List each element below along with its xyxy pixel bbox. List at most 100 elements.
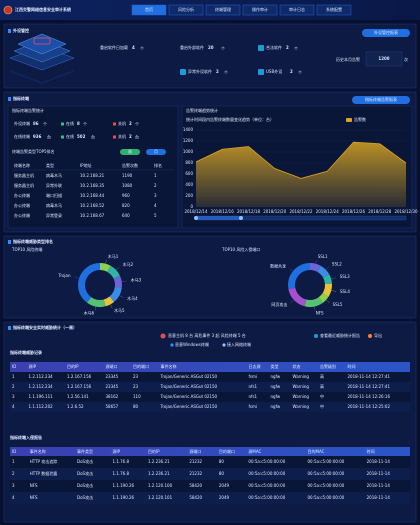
month-label: 历史本月告警 bbox=[336, 56, 360, 62]
nav-tab[interactable] bbox=[316, 4, 352, 16]
stat-value: 20 bbox=[208, 45, 214, 50]
report-link[interactable]: 查看最近威胁统计报告 bbox=[320, 332, 360, 338]
sub-panel bbox=[7, 105, 179, 229]
table-cell: 1.2.167.156 bbox=[67, 374, 92, 379]
stat-label: 关机 bbox=[118, 120, 126, 126]
table-cell: 58420 bbox=[189, 483, 202, 488]
nav-tab-label[interactable]: 首页 bbox=[145, 6, 153, 12]
nav-tab[interactable] bbox=[205, 4, 241, 16]
stat-value: 86 bbox=[33, 121, 39, 126]
nav-tab-label[interactable]: 审计日志 bbox=[289, 6, 305, 12]
table-header: 事件类型 bbox=[77, 448, 93, 454]
table-header: 类型 bbox=[271, 363, 279, 369]
nav-tab-label[interactable]: 系统配置 bbox=[326, 6, 342, 12]
y-tick-label: 400 bbox=[185, 182, 193, 187]
table-cell: 异常外联 bbox=[46, 182, 62, 188]
table-cell: 58420 bbox=[189, 495, 202, 500]
stat-label: 在线 bbox=[66, 120, 74, 126]
stat-unit: 个 bbox=[140, 46, 144, 51]
x-tick-label: 2018/12/24 bbox=[316, 209, 340, 214]
donut-slice bbox=[317, 265, 330, 278]
table-header: 事件名称 bbox=[30, 448, 46, 454]
stat-value: 8 bbox=[77, 121, 80, 126]
table-header: 时间 bbox=[348, 363, 356, 369]
toggle[interactable] bbox=[120, 149, 140, 155]
table-header: 目的MAC bbox=[308, 448, 325, 454]
button[interactable] bbox=[352, 96, 410, 104]
nav-tab[interactable] bbox=[279, 4, 315, 16]
table-header: 告警次数 bbox=[122, 162, 138, 168]
x-tick-label: 2018/12/14 bbox=[184, 209, 208, 214]
threat-summary: 恶意主机 8 台 高危事件 3 起 风险终端 5 台 bbox=[168, 332, 246, 338]
table-cell: 820 bbox=[122, 203, 130, 208]
y-tick-label: 200 bbox=[185, 193, 193, 198]
stat-label: 重启外部软件 bbox=[180, 44, 204, 50]
table-cell: fsmi bbox=[249, 374, 258, 379]
table-cell: Trojan/Generic.ASGut 02150 bbox=[160, 404, 218, 409]
logo bbox=[3, 5, 13, 15]
table-cell: 1 bbox=[12, 459, 15, 464]
table-cell: 23345 bbox=[106, 384, 119, 389]
leader-line bbox=[119, 295, 124, 298]
button-label[interactable]: 指标终端告警报表 bbox=[365, 96, 397, 102]
table-header: 事件名称 bbox=[161, 363, 177, 369]
table-cell: 2 bbox=[12, 384, 15, 389]
slice-label: 木马1 bbox=[108, 253, 119, 259]
stat-unit: 个 bbox=[221, 46, 225, 51]
section-title: 指标终端威胁类型排名 bbox=[13, 238, 53, 244]
nav-tab-label[interactable]: 终端管理 bbox=[215, 6, 231, 12]
table-row-bg bbox=[10, 492, 410, 504]
toggle[interactable] bbox=[146, 149, 166, 155]
y-tick-label: 1000 bbox=[183, 149, 194, 154]
table-cell: 1.2.120.101 bbox=[148, 495, 173, 500]
month-box bbox=[365, 51, 403, 67]
table-cell: 2018-11-14 12:25:02 bbox=[348, 404, 391, 409]
table-cell: 3 bbox=[154, 193, 157, 198]
table-cell: 80 bbox=[219, 471, 225, 476]
title-icon bbox=[8, 326, 11, 330]
nav-tab-label[interactable]: 风险分析 bbox=[178, 6, 194, 12]
donut-slice bbox=[103, 296, 115, 307]
month-value: 1200 bbox=[378, 56, 389, 61]
stat-value: 2 bbox=[129, 134, 132, 139]
donut-slice bbox=[310, 263, 321, 272]
table-cell: fsmi bbox=[249, 404, 258, 409]
table-cell: ngfw bbox=[271, 404, 281, 409]
table-cell: 00:5a:c5:00:00:00 bbox=[308, 459, 345, 464]
x-tick-label: 2018/12/20 bbox=[263, 209, 287, 214]
table-cell: 2018-11-14 12:26:16 bbox=[348, 394, 391, 399]
nav-tab-label[interactable]: 操作审计 bbox=[252, 6, 268, 12]
table-cell: Trojan/Generic.ASGut 02150 bbox=[160, 394, 218, 399]
nav-tab[interactable] bbox=[242, 4, 278, 16]
range-selected bbox=[196, 216, 241, 220]
table-header: 源MAC bbox=[248, 448, 261, 454]
table-cell: 服务器主机 bbox=[14, 172, 34, 178]
table-cell: 80 bbox=[133, 404, 139, 409]
table-cell: Trojan/Generic.ASGut 02150 bbox=[160, 374, 218, 379]
table-cell: 1080 bbox=[122, 183, 133, 188]
leader-line bbox=[290, 299, 295, 303]
table-cell: nfs1 bbox=[249, 394, 258, 399]
table-header: 目的IP bbox=[67, 363, 79, 369]
button[interactable] bbox=[362, 29, 410, 37]
donut-slice bbox=[78, 263, 100, 303]
x-tick-label: 2018/12/22 bbox=[289, 209, 313, 214]
donut-slice bbox=[323, 274, 332, 285]
table-cell: 10.2.168.44 bbox=[80, 193, 105, 198]
table-cell: 1.2.112.234 bbox=[29, 374, 54, 379]
table-cell: 1.1.76.8 bbox=[112, 459, 129, 464]
nav-tab[interactable] bbox=[168, 4, 204, 16]
nav-tab[interactable] bbox=[131, 4, 167, 16]
export-link[interactable]: 导出 bbox=[374, 332, 382, 338]
panel bbox=[3, 23, 417, 89]
stat-label: 在线终端 bbox=[14, 133, 30, 139]
table-cell: 办公终端 bbox=[14, 202, 30, 208]
table-header: 目的端口 bbox=[219, 448, 235, 454]
table-header: ID bbox=[12, 449, 16, 454]
slice-label: SSL3 bbox=[340, 274, 350, 279]
table-row-bg bbox=[10, 468, 410, 480]
app-title: 江西交警网络信息安全审计系统 bbox=[15, 6, 71, 12]
button-label[interactable]: 外设管控报表 bbox=[374, 29, 398, 35]
donut-slice bbox=[113, 275, 122, 288]
donut-slice bbox=[87, 297, 106, 307]
